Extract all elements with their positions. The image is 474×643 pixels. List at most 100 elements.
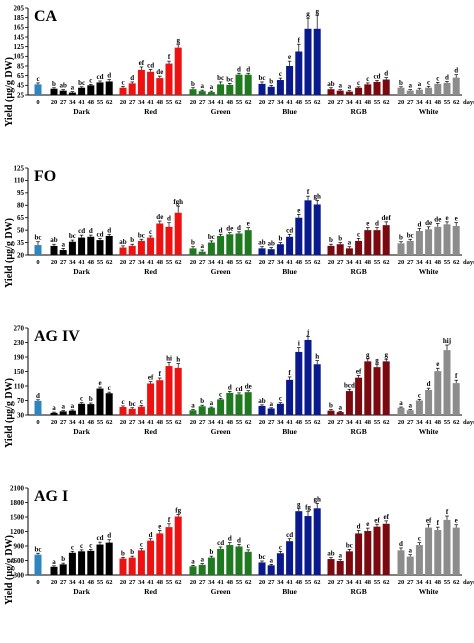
bar [226,545,234,575]
significance-letter: a [338,403,342,411]
bar [34,245,42,255]
significance-letter: def [382,214,392,222]
significance-letter: a [191,402,195,410]
bar [267,86,275,95]
x-tick-label: 62 [106,259,113,266]
significance-letter: b [399,234,403,242]
bar [364,361,372,415]
bar [304,28,312,95]
group-label: RGB [350,587,366,596]
bar [258,248,266,255]
significance-letter: fg [305,504,311,512]
x-tick-label: 62 [453,99,460,106]
significance-letter: b [278,235,282,243]
significance-letter: a [269,556,273,564]
significance-letter: cd [286,531,293,539]
significance-letter: ab [258,397,266,405]
bar [364,84,372,95]
significance-letter: ab [258,239,266,247]
bar [276,553,284,575]
x-tick-label: 27 [60,99,67,106]
x-tick-label: 48 [157,259,164,266]
x-tick-label: 62 [106,419,113,426]
significance-letter: f [437,519,440,527]
significance-letter: b [89,395,93,403]
significance-letter: gh [313,495,321,503]
bar [258,83,266,95]
significance-letter: bc [226,75,233,83]
x-tick-label: 55 [236,419,243,426]
x-tick-label: 34 [138,579,145,586]
x-tick-label: 41 [217,419,224,426]
bar [382,523,390,575]
x-tick-label: 48 [227,579,234,586]
bar [415,230,423,255]
bar [364,531,372,575]
x-tick-label: 62 [245,579,252,586]
y-tick-label: 1200 [10,528,25,536]
bar [355,87,363,95]
x-tick-label: 55 [374,259,381,266]
y-axis-label: Yield (µg/g DW) [4,378,15,448]
bar [425,87,433,95]
significance-letter: a [71,402,75,410]
x-tick-label: 48 [227,259,234,266]
significance-letter: d [219,226,223,234]
x-tick-label: 55 [166,99,173,106]
x-tick-label: 27 [407,259,414,266]
bar [50,412,58,415]
group-label: Red [144,427,158,436]
bar [226,234,234,255]
bar [415,89,423,95]
panel-ca: CA25456585105125145165185205c0b20ab27a34… [14,4,474,116]
significance-letter: ab [59,82,67,90]
significance-letter: fgh [173,198,183,206]
significance-letter: a [210,399,214,407]
group-label: Green [211,107,232,116]
significance-letter: a [338,82,342,90]
bar [425,229,433,255]
x-tick-label: 20 [190,99,197,106]
significance-letter: c [89,76,92,84]
significance-letter: a [71,84,75,92]
significance-letter: g [176,37,180,45]
significance-letter: c [149,228,152,236]
significance-letter: b [329,236,333,244]
x-tick-label: 55 [236,99,243,106]
group-label: RGB [350,427,366,436]
group-label: Dark [73,107,90,116]
panel-title: CA [34,8,58,25]
bar [345,91,353,95]
significance-letter: ab [50,236,58,244]
y-tick-label: 110 [14,177,25,185]
bar [313,204,321,255]
x-tick-label: 55 [97,579,104,586]
bar [78,551,86,575]
y-tick-label: 1500 [10,513,25,521]
x-tick-label: 55 [166,259,173,266]
group-label: White [419,267,439,276]
y-tick-label: 80 [17,202,25,210]
x-tick-label: 55 [444,579,451,586]
bar [313,508,321,575]
bar [217,399,225,415]
significance-letter: ab [267,240,275,248]
x-tick-label: 55 [374,99,381,106]
x-tick-label: 20 [190,419,197,426]
x-tick-label: 55 [305,259,312,266]
bar [345,391,353,415]
y-tick-label: 105 [14,53,25,61]
bar [327,410,335,415]
x-tick-label: 48 [435,579,442,586]
significance-letter: b [52,80,56,88]
significance-letter: e [288,53,291,61]
significance-letter: f [168,516,171,524]
significance-letter: a [408,82,412,90]
x-tick-label: 41 [425,259,432,266]
y-tick-label: 165 [14,24,25,32]
significance-letter: bc [217,74,224,82]
x-tick-label: 0 [36,579,39,586]
bar [267,249,275,255]
bar [217,548,225,575]
x-tick-label: 34 [138,419,145,426]
